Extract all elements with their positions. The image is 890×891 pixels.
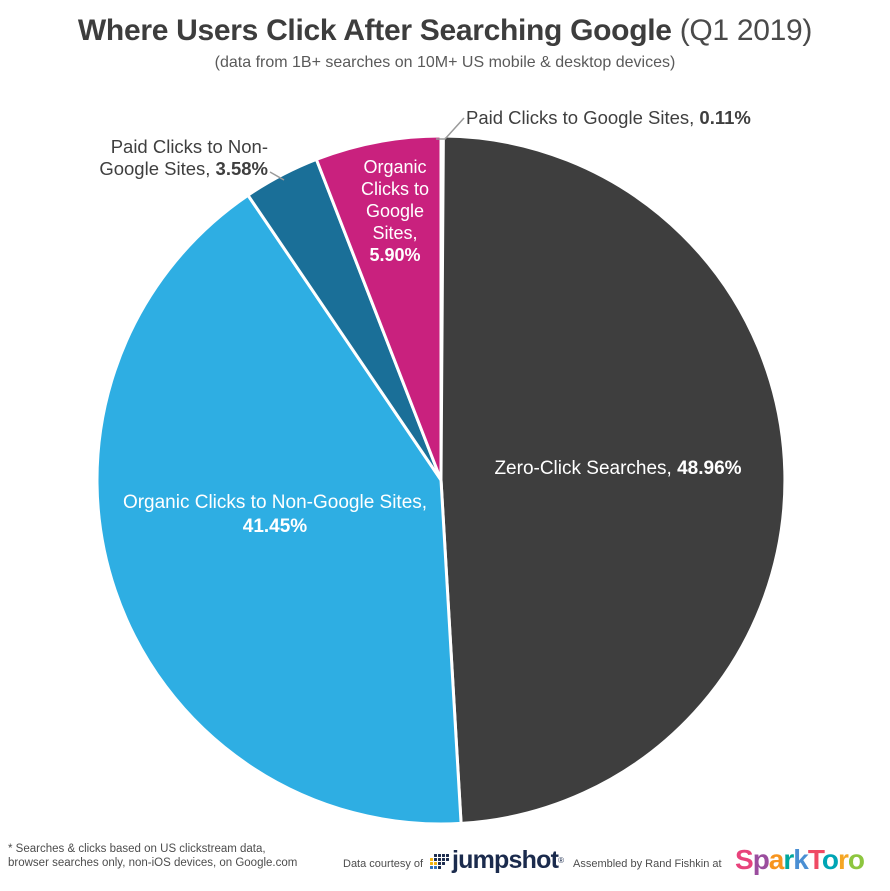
label-text: Zero-Click Searches, <box>494 458 678 479</box>
jumpshot-dot <box>442 866 445 869</box>
pie-slice-organic-clicks-to-non-google-sites <box>95 193 463 826</box>
title-main: Where Users Click After Searching Google <box>77 14 672 47</box>
jumpshot-dot <box>442 858 445 861</box>
jumpshot-dot <box>434 858 437 861</box>
jumpshot-dot <box>442 862 445 865</box>
label-text-line2: Google Sites, 3.58% <box>99 157 268 179</box>
sparktoro-letter: p <box>752 844 770 875</box>
label-value: 48.96% <box>677 458 742 479</box>
footnote: * Searches & clicks based on US clickstr… <box>8 842 297 870</box>
label-zero-click-searches: Zero-Click Searches, 48.96% <box>487 458 749 480</box>
jumpshot-dot <box>438 858 441 861</box>
jumpshot-dot <box>446 866 449 869</box>
jumpshot-dot <box>446 854 449 857</box>
label-value: 5.90% <box>369 245 421 265</box>
title-period: (Q1 2019) <box>671 14 813 47</box>
label-organic-clicks-google: Organic Clicks to Google Sites, 5.90% <box>345 156 445 266</box>
registered-mark-icon: ® <box>558 855 564 865</box>
jumpshot-dot <box>442 854 445 857</box>
jumpshot-dot <box>434 862 437 865</box>
jumpshot-dot <box>430 862 433 865</box>
page-subtitle: (data from 1B+ searches on 10M+ US mobil… <box>214 54 676 71</box>
pie-slice-zero-click-searches <box>439 134 787 825</box>
label-value: 0.11% <box>699 107 751 128</box>
pie-slice-organic-clicks-to-google-sites <box>314 134 443 482</box>
jumpshot-dot <box>434 854 437 857</box>
jumpshot-dot <box>430 866 433 869</box>
sparktoro-letter: o <box>821 844 839 875</box>
label-text: Paid Clicks to Non- <box>110 136 268 157</box>
sparktoro-letter: o <box>847 844 865 875</box>
label-text: Clicks to <box>360 179 429 199</box>
sparktoro-letter: r <box>838 844 849 875</box>
label-organic-clicks-non-google: Organic Clicks to Non-Google Sites, 41.4… <box>110 491 440 539</box>
sparktoro-letter: T <box>807 844 823 875</box>
jumpshot-logo: jumpshot ® <box>430 848 564 873</box>
label-text: Google <box>365 201 425 221</box>
label-text: Sites, <box>372 223 418 243</box>
label-text: Paid Clicks to Google Sites, <box>466 107 700 128</box>
label-text: Organic Clicks to Non-Google Sites, <box>122 492 428 513</box>
page-title: Where Users Click After Searching Google… <box>0 14 890 48</box>
footnote-line1: * Searches & clicks based on US clickstr… <box>8 843 266 855</box>
assembled-by-text: Assembled by Rand Fishkin at <box>573 858 722 870</box>
jumpshot-dot <box>430 854 433 857</box>
jumpshot-dot <box>438 866 441 869</box>
sparktoro-letter: a <box>768 844 785 875</box>
pie-slices <box>95 134 787 826</box>
jumpshot-wordmark: jumpshot <box>452 846 559 874</box>
jumpshot-dot <box>438 862 441 865</box>
leader-line-paid-non-google <box>269 171 285 181</box>
leader-line-paid-google <box>436 117 465 140</box>
label-paid-clicks-google: Paid Clicks to Google Sites, 0.11% <box>466 107 751 129</box>
sparktoro-letter: r <box>783 844 794 875</box>
jumpshot-dot <box>438 854 441 857</box>
jumpshot-dot <box>430 858 433 861</box>
jumpshot-dot <box>446 862 449 865</box>
jumpshot-dot <box>446 858 449 861</box>
label-paid-clicks-non-google: Paid Clicks to Non- Google Sites, 3.58% <box>80 136 268 179</box>
label-value: 3.58% <box>215 157 268 179</box>
footnote-line2: browser searches only, non-iOS devices, … <box>8 857 298 869</box>
sparktoro-logo: SparkToro <box>735 844 865 875</box>
data-courtesy-text: Data courtesy of <box>343 858 424 870</box>
sparktoro-letter: S <box>735 844 754 875</box>
jumpshot-dot <box>434 866 437 869</box>
jumpshot-dots-icon <box>430 854 449 869</box>
sparktoro-letter: k <box>793 844 809 875</box>
label-value: 41.45% <box>242 516 308 537</box>
label-text: Organic <box>363 157 427 177</box>
